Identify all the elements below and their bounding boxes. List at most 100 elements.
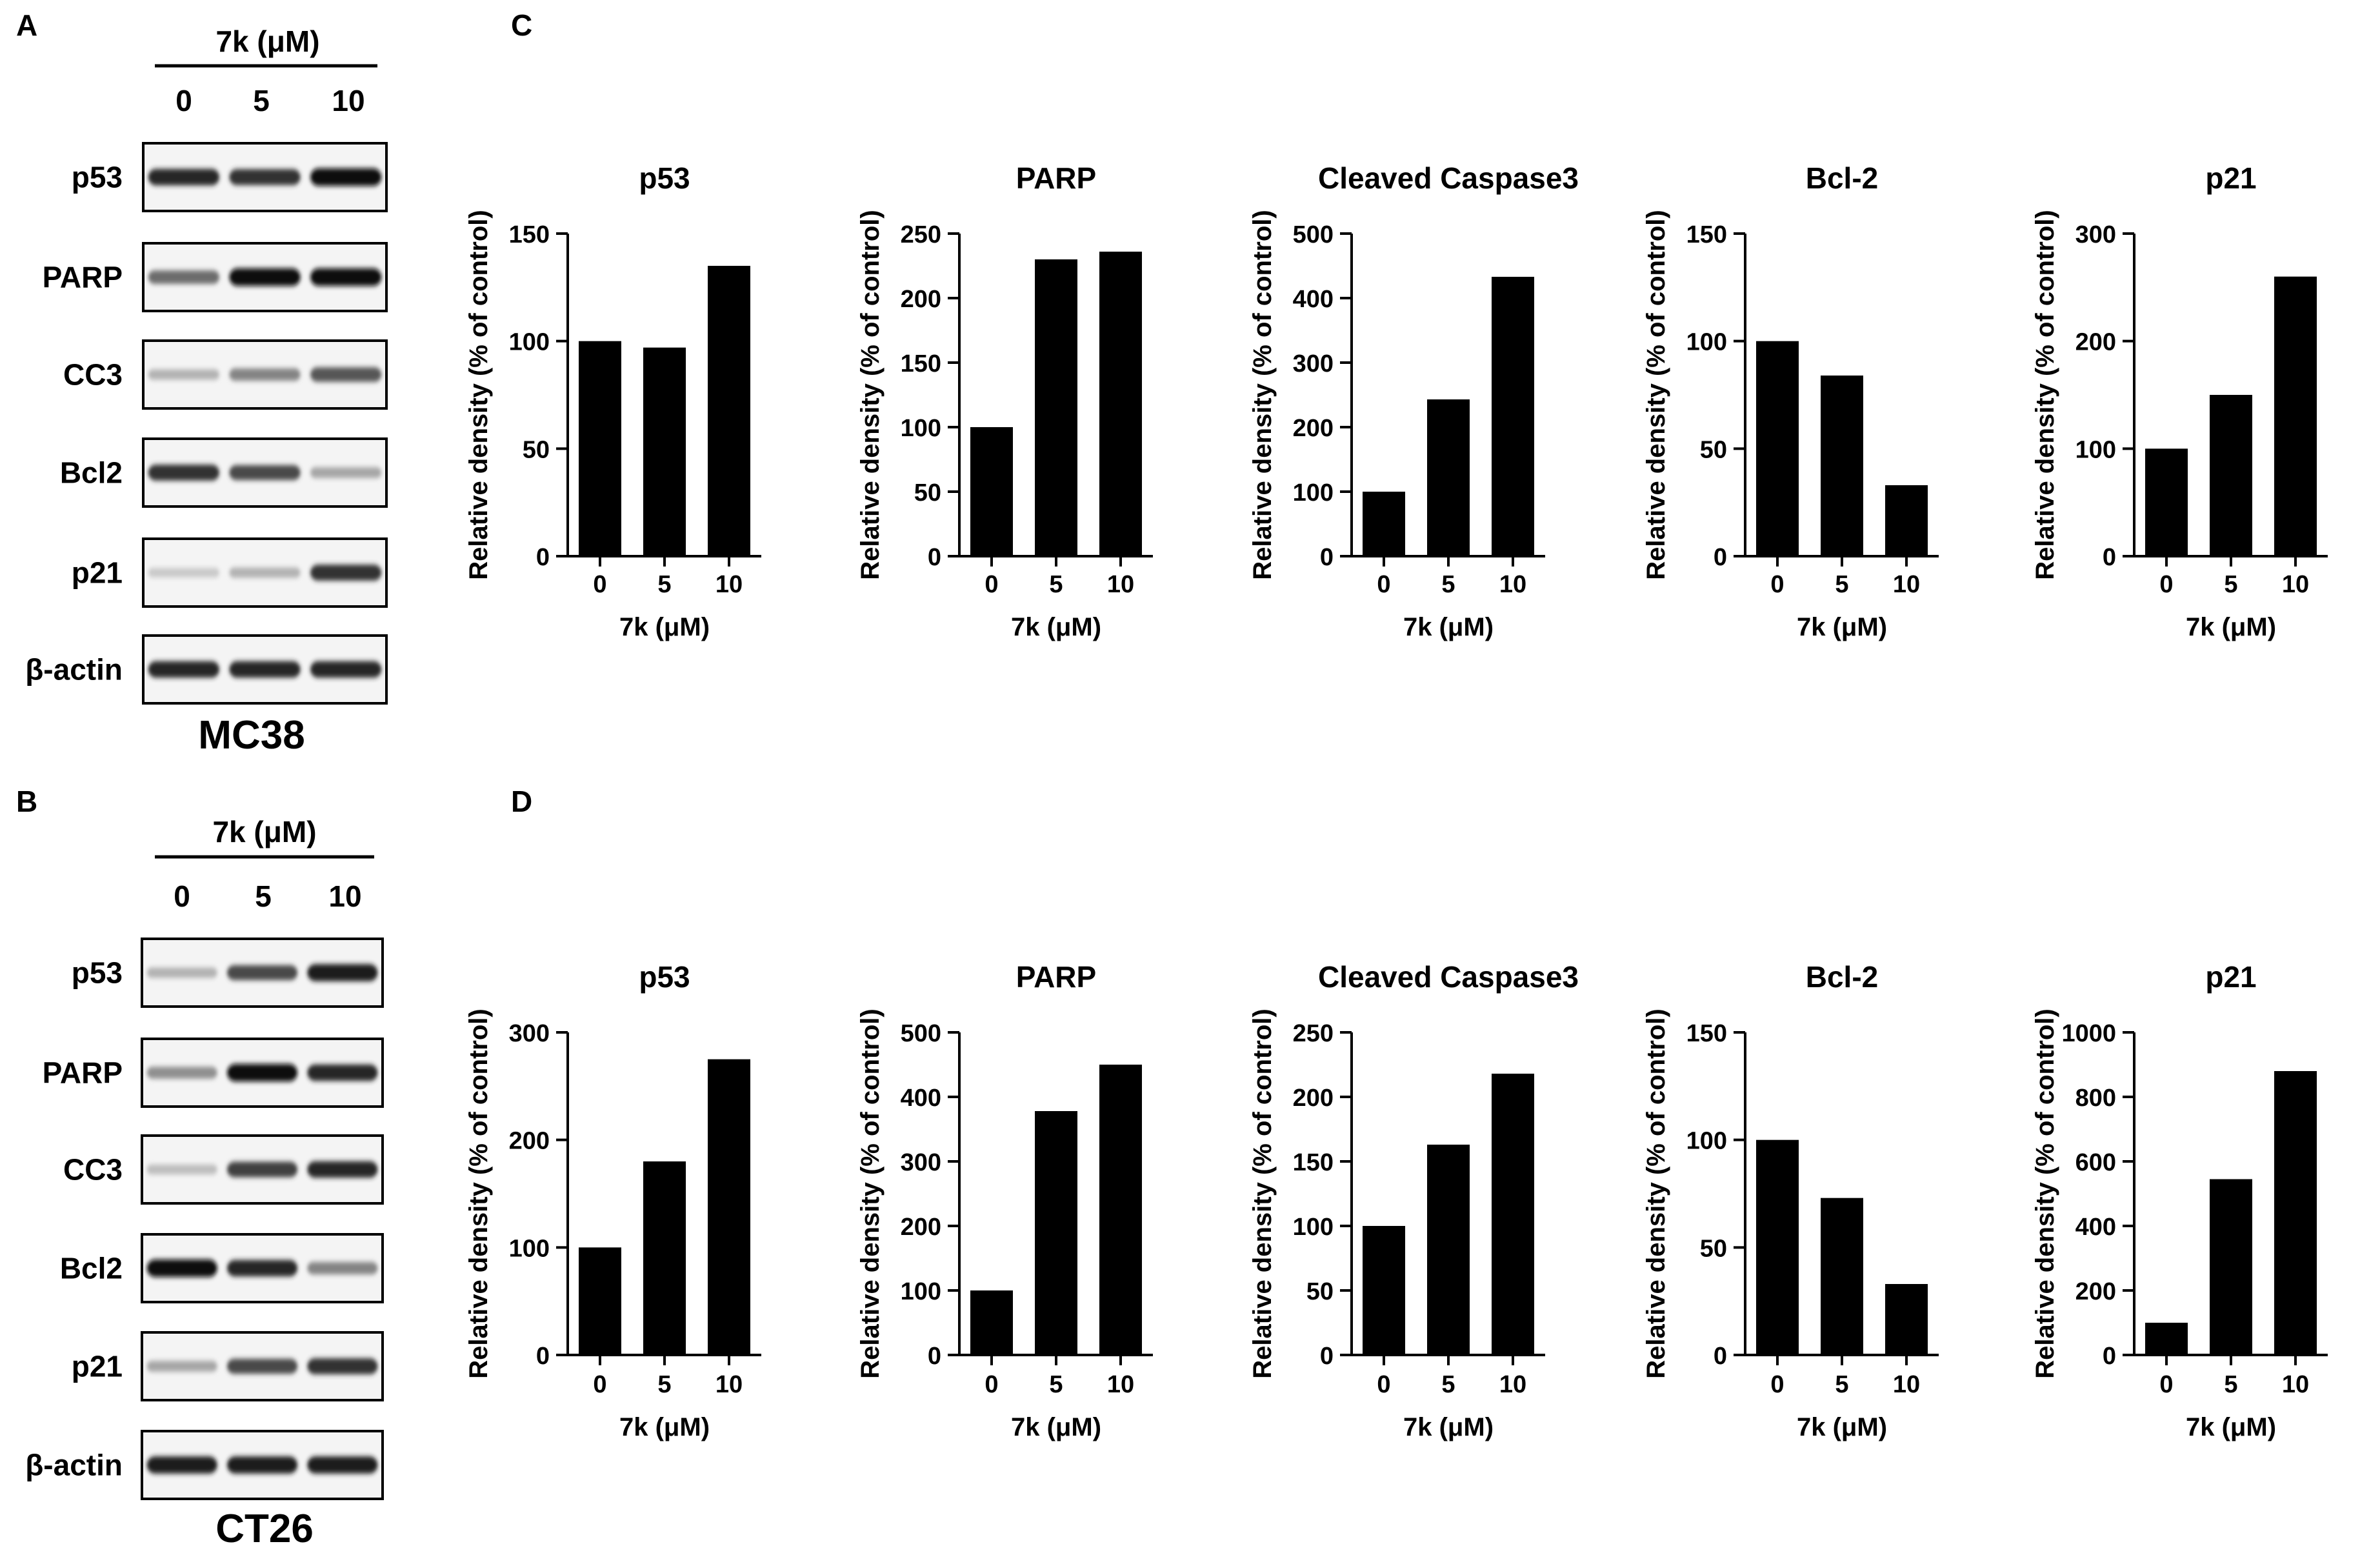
protein-label: Bcl2 bbox=[60, 456, 123, 490]
y-tick-label: 500 bbox=[901, 1020, 941, 1047]
x-tick-label: 5 bbox=[657, 1371, 671, 1398]
blot-band bbox=[229, 465, 301, 481]
blot-band bbox=[310, 661, 382, 678]
bar bbox=[579, 1247, 621, 1355]
x-tick-label: 0 bbox=[1770, 571, 1784, 598]
y-tick-label: 0 bbox=[1320, 544, 1334, 571]
blot-band bbox=[310, 467, 382, 478]
blot-band bbox=[307, 1161, 378, 1178]
y-tick-label: 200 bbox=[1293, 415, 1334, 442]
x-tick-label: 0 bbox=[593, 571, 606, 598]
bar bbox=[2145, 448, 2188, 556]
y-axis-label: Relative density (% of control) bbox=[856, 1008, 885, 1378]
x-tick-label: 5 bbox=[1835, 1371, 1848, 1398]
x-axis-label: 7k (μM) bbox=[1403, 613, 1494, 641]
bar bbox=[1885, 485, 1928, 556]
bar bbox=[2274, 276, 2317, 556]
y-tick-label: 0 bbox=[1320, 1343, 1334, 1370]
x-tick-label: 0 bbox=[985, 1371, 998, 1398]
blot-band bbox=[148, 661, 220, 678]
blot-band bbox=[307, 1456, 378, 1474]
bar bbox=[2145, 1323, 2188, 1355]
y-tick-label: 0 bbox=[2103, 1343, 2116, 1370]
blot-band bbox=[146, 1259, 217, 1278]
bar bbox=[2210, 1179, 2252, 1355]
blot-row-parp: PARP bbox=[43, 242, 388, 312]
chart-title: Cleaved Caspase3 bbox=[1318, 960, 1579, 994]
x-tick-label: 5 bbox=[1441, 1371, 1455, 1398]
dose-label: 10 bbox=[332, 84, 365, 117]
x-axis-label: 7k (μM) bbox=[1403, 1413, 1494, 1441]
y-tick-label: 100 bbox=[1293, 479, 1334, 507]
y-tick-label: 150 bbox=[901, 350, 941, 377]
y-axis-label: Relative density (% of control) bbox=[2031, 210, 2059, 579]
y-tick-label: 200 bbox=[901, 286, 941, 313]
blot-row-p21: p21 bbox=[72, 537, 388, 608]
bar bbox=[1099, 1065, 1142, 1355]
x-tick-label: 5 bbox=[2224, 571, 2237, 598]
bar bbox=[1821, 1198, 1863, 1355]
y-tick-label: 0 bbox=[2103, 544, 2116, 571]
bar bbox=[1492, 1074, 1534, 1355]
blot-band bbox=[229, 169, 301, 185]
y-tick-label: 0 bbox=[536, 1343, 550, 1370]
blot-row-actin: β-actin bbox=[25, 634, 388, 705]
chart-title: PARP bbox=[1016, 960, 1096, 994]
y-axis-label: Relative density (% of control) bbox=[1248, 1008, 1277, 1378]
western-blot-panel-mc38: A 7k (μM) 0 5 10 p53PARPCC3Bcl2p21β-actin … bbox=[16, 8, 388, 757]
blot-row-p21: p21 bbox=[72, 1331, 384, 1401]
x-tick-label: 0 bbox=[1770, 1371, 1784, 1398]
protein-label: PARP bbox=[43, 261, 123, 294]
x-tick-label: 10 bbox=[715, 1371, 743, 1398]
y-tick-label: 0 bbox=[536, 544, 550, 571]
blot-band bbox=[229, 368, 301, 381]
blot-row-actin: β-actin bbox=[25, 1430, 384, 1500]
y-tick-label: 500 bbox=[1293, 221, 1334, 248]
bar bbox=[1756, 1139, 1799, 1355]
x-tick-label: 5 bbox=[1049, 1371, 1063, 1398]
dose-label: 0 bbox=[174, 879, 190, 913]
y-axis-label: Relative density (% of control) bbox=[465, 1008, 493, 1378]
y-tick-label: 50 bbox=[1700, 436, 1727, 463]
blot-band bbox=[307, 1064, 378, 1081]
x-tick-label: 0 bbox=[2159, 571, 2173, 598]
bar bbox=[579, 341, 621, 556]
bar bbox=[2210, 395, 2252, 556]
blot-band bbox=[146, 1361, 217, 1372]
blot-band bbox=[146, 1164, 217, 1175]
dose-label: 5 bbox=[253, 84, 270, 117]
y-tick-label: 150 bbox=[1686, 1020, 1727, 1047]
protein-label: β-actin bbox=[25, 653, 123, 687]
panel-letter-d: D bbox=[511, 785, 532, 818]
protein-label: CC3 bbox=[63, 358, 123, 392]
y-axis-label: Relative density (% of control) bbox=[1248, 210, 1277, 579]
x-tick-label: 5 bbox=[1049, 571, 1063, 598]
y-tick-label: 200 bbox=[509, 1128, 550, 1155]
y-tick-label: 400 bbox=[1293, 286, 1334, 313]
blot-band bbox=[148, 168, 220, 186]
protein-label: CC3 bbox=[63, 1153, 123, 1187]
blot-band bbox=[148, 369, 220, 380]
bar bbox=[2274, 1071, 2317, 1355]
blot-row-cc3: CC3 bbox=[63, 1134, 384, 1205]
blot-band bbox=[148, 270, 220, 284]
blot-band bbox=[307, 1358, 378, 1374]
chart-title: p53 bbox=[639, 161, 690, 195]
western-blot-panel-ct26: B 7k (μM) 0 5 10 p53PARPCC3Bcl2p21β-actin … bbox=[16, 785, 384, 1551]
bar bbox=[1756, 341, 1799, 556]
chart-title: p21 bbox=[2205, 161, 2256, 195]
cell-line-label: CT26 bbox=[215, 1507, 314, 1551]
chart-title: p53 bbox=[639, 960, 690, 994]
y-tick-label: 0 bbox=[928, 1343, 941, 1370]
y-tick-label: 200 bbox=[901, 1214, 941, 1241]
y-axis-label: Relative density (% of control) bbox=[856, 210, 885, 579]
blot-band bbox=[226, 965, 298, 981]
protein-label: PARP bbox=[43, 1056, 123, 1090]
bar bbox=[1035, 1111, 1077, 1355]
bar bbox=[1885, 1284, 1928, 1355]
panel-letter-a: A bbox=[16, 8, 37, 42]
chart-title: Bcl-2 bbox=[1806, 161, 1878, 195]
blot-band bbox=[146, 1067, 217, 1079]
